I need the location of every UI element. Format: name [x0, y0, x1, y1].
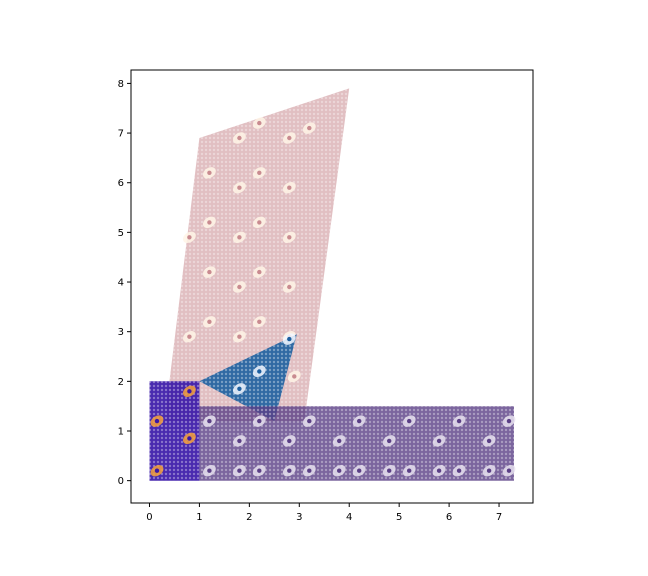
region-Blues_r: [199, 333, 297, 427]
data-point-core: [207, 319, 212, 324]
data-point-core: [207, 468, 212, 473]
data-point-core: [337, 468, 342, 473]
y-tick-label: 7: [118, 129, 124, 140]
data-point-core: [407, 418, 412, 424]
data-point-core: [207, 418, 212, 424]
x-tick-label: 3: [296, 512, 302, 523]
x-tick-label: 2: [246, 512, 252, 523]
data-point-core: [357, 468, 362, 473]
y-tick-label: 2: [118, 377, 124, 388]
y-tick-label: 8: [118, 79, 124, 90]
data-point-core: [407, 468, 412, 473]
data-point-core: [486, 438, 492, 444]
data-point-core: [436, 438, 442, 444]
data-point-core: [337, 438, 342, 444]
data-point-core: [257, 269, 262, 275]
data-point-core: [287, 438, 292, 444]
data-point-core: [207, 269, 212, 275]
region-dot-texture: [149, 381, 200, 481]
y-tick-label: 0: [118, 476, 124, 487]
data-point-core: [207, 220, 212, 225]
plot-frame: [130, 69, 534, 504]
data-point-core: [257, 220, 262, 225]
region-dot-texture: [199, 406, 514, 481]
x-tick-label: 1: [196, 512, 202, 523]
y-axis: 0 1 2 3 4 5 6 7 8: [118, 79, 131, 487]
data-point-core: [506, 418, 512, 424]
y-tick-label: 1: [118, 426, 124, 437]
data-point-core: [237, 468, 242, 473]
data-point-core: [287, 284, 292, 290]
data-point-core: [237, 386, 242, 391]
data-point-core: [154, 418, 160, 424]
data-point-core: [154, 468, 160, 473]
data-point-core: [237, 185, 242, 190]
data-point-core: [207, 170, 212, 175]
x-tick-label: 7: [496, 512, 502, 523]
data-point-core: [187, 235, 192, 240]
data-point-core: [357, 418, 362, 424]
regions-layer: [149, 88, 516, 481]
x-tick-label: 6: [446, 512, 452, 523]
data-point-core: [257, 319, 262, 324]
data-point-core: [387, 438, 392, 444]
region-pink: [164, 88, 350, 422]
data-point-core: [187, 436, 192, 441]
y-tick-label: 4: [118, 278, 124, 289]
y-tick-label: 5: [118, 228, 124, 239]
data-point-core: [237, 438, 242, 444]
x-axis: 0 1 2 3 4 5 6 7: [146, 503, 502, 523]
data-point-core: [387, 468, 392, 473]
y-tick-label: 3: [118, 327, 124, 338]
data-point-core: [287, 135, 292, 141]
data-point-core: [287, 468, 292, 473]
region-plasma: [149, 381, 200, 481]
data-point-core: [506, 468, 512, 473]
x-tick-label: 0: [146, 512, 152, 523]
data-point-core: [257, 468, 262, 473]
data-point-core: [292, 374, 297, 379]
data-point-core: [456, 418, 462, 424]
data-point-core: [307, 418, 312, 424]
data-point-core: [436, 468, 442, 473]
region-dot-texture: [199, 334, 297, 422]
data-point-core: [257, 418, 262, 424]
data-point-core: [237, 334, 242, 339]
data-point-core: [187, 334, 192, 339]
data-point-core: [257, 120, 262, 126]
data-point-core: [187, 389, 192, 394]
data-point-core: [486, 468, 492, 473]
data-point-core: [307, 125, 312, 131]
data-point-core: [307, 468, 312, 473]
x-tick-label: 5: [396, 512, 402, 523]
region-magma: [199, 406, 516, 481]
data-point-core: [287, 336, 292, 342]
data-point-core: [237, 135, 242, 141]
data-point-core: [257, 369, 262, 374]
y-tick-label: 6: [118, 178, 124, 189]
data-point-core: [237, 235, 242, 240]
data-point-core: [287, 185, 292, 190]
x-tick-label: 4: [346, 512, 352, 523]
data-point-core: [456, 468, 462, 473]
data-point-core: [287, 235, 292, 240]
data-point-core: [257, 170, 262, 175]
data-point-core: [237, 284, 242, 290]
